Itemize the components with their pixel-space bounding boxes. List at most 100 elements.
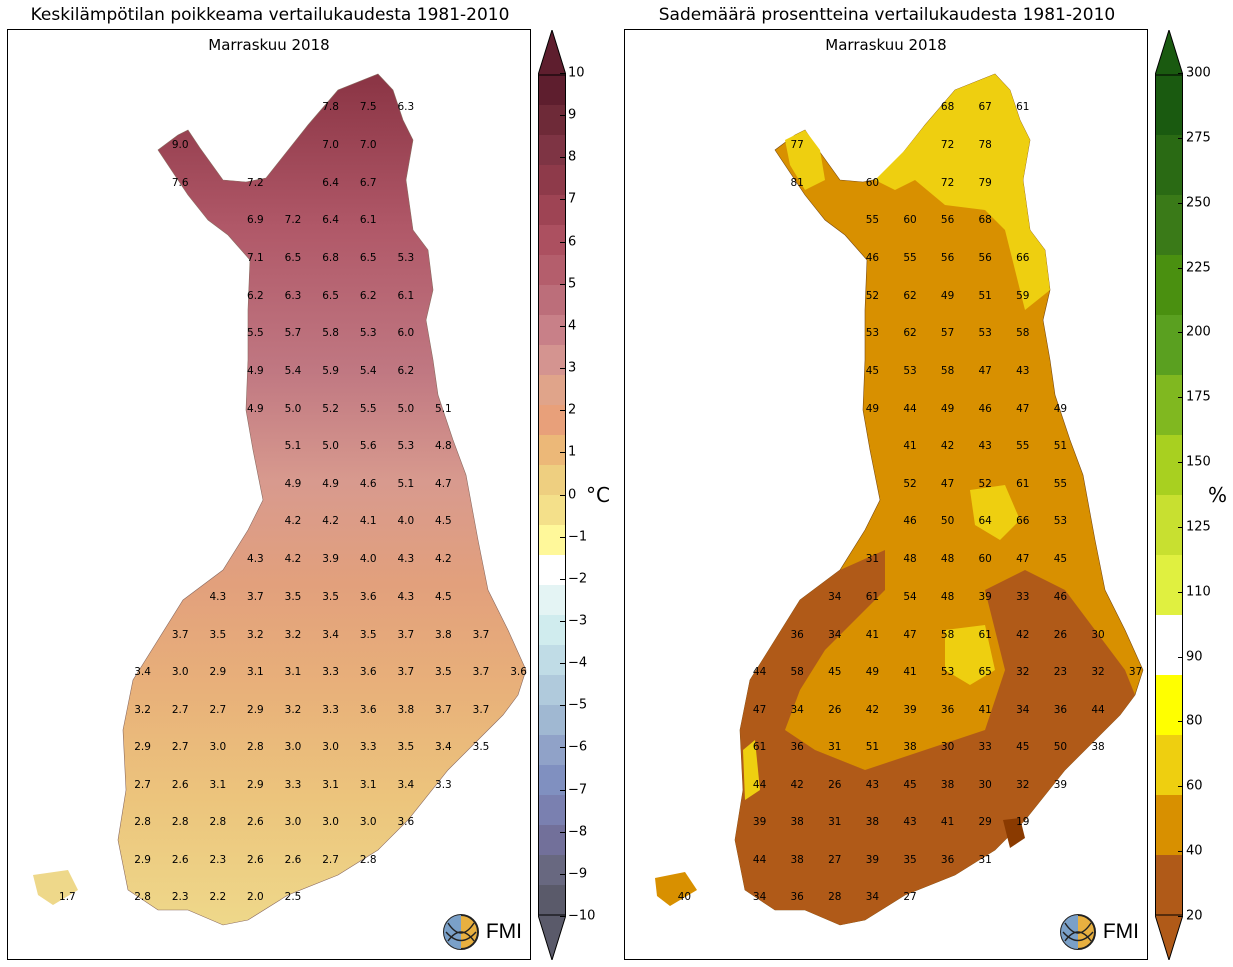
finland-shape-temp	[117, 73, 527, 926]
station-value: 3.0	[171, 666, 189, 678]
colorbar-tick-label: 200	[1186, 324, 1211, 340]
colorbar-tick-label: 150	[1186, 454, 1211, 470]
station-value: 45	[1016, 741, 1030, 753]
northwest-gold-region	[785, 130, 825, 190]
station-value: 39	[903, 704, 917, 716]
station-value: 3.6	[359, 591, 377, 603]
station-value: 53	[865, 327, 880, 339]
station-value: 2.3	[209, 854, 227, 866]
station-value: 3.6	[510, 666, 527, 678]
station-value: 66	[1016, 252, 1030, 264]
station-value: 34	[752, 891, 767, 903]
station-value: 5.2	[322, 403, 339, 415]
station-value: 77	[790, 139, 804, 151]
station-value: 78	[978, 139, 992, 151]
station-value: 31	[828, 816, 842, 828]
station-value: 32	[1016, 666, 1030, 678]
station-value: 56	[940, 252, 955, 264]
station-value: 5.0	[322, 440, 339, 452]
station-value: 6.1	[359, 214, 377, 226]
station-value: 79	[978, 177, 992, 189]
station-value: 41	[940, 816, 955, 828]
station-value: 3.6	[359, 704, 377, 716]
colorbar-tick-label: −7	[568, 782, 588, 798]
temp-map-subtitle: Marraskuu 2018	[208, 36, 330, 54]
colorbar-tick-label: 10	[568, 65, 585, 81]
station-value: 3.6	[397, 816, 415, 828]
colorbar-tickmark	[560, 452, 565, 454]
station-value: 51	[978, 290, 992, 302]
station-value: 6.2	[247, 290, 264, 302]
station-value: 50	[940, 515, 955, 527]
station-value: 4.0	[359, 553, 377, 565]
station-value: 30	[940, 741, 955, 753]
station-value: 3.6	[359, 666, 377, 678]
colorbar-tick-label: 5	[568, 276, 577, 292]
colorbar-tick-label: −9	[568, 866, 588, 882]
colorbar-segment	[1155, 255, 1183, 316]
station-value: 5.8	[322, 327, 339, 339]
colorbar-tickmark	[560, 283, 565, 285]
station-value: 6.4	[322, 177, 339, 189]
station-value: 7.2	[247, 177, 264, 189]
station-value: 3.7	[435, 704, 452, 716]
station-value: 3.4	[397, 779, 415, 791]
colorbar-tickmark	[560, 368, 565, 370]
fmi-logo-precip: FMI	[1059, 913, 1139, 951]
station-value: 27	[903, 891, 917, 903]
station-value: 29	[978, 816, 992, 828]
station-value: 61	[865, 591, 880, 603]
station-value: 55	[1053, 478, 1068, 490]
station-value: 36	[940, 854, 955, 866]
colorbar-segment	[538, 135, 566, 166]
station-value: 3.5	[472, 741, 490, 753]
center-south-orange-region	[835, 650, 965, 740]
station-value: 31	[828, 741, 842, 753]
colorbar-tick-label: 175	[1186, 389, 1211, 405]
colorbar-tickmark	[560, 494, 565, 496]
station-value: 49	[940, 403, 955, 415]
station-value: 7.0	[359, 139, 377, 151]
colorbar-segment	[538, 285, 566, 316]
station-value: 53	[903, 365, 917, 377]
station-value: 49	[1053, 403, 1068, 415]
colorbar-tick-label: 9	[568, 107, 577, 123]
station-value: 2.8	[209, 816, 227, 828]
station-value: 3.1	[247, 666, 264, 678]
colorbar-tickmark	[1178, 916, 1183, 917]
station-value: 6.2	[359, 290, 377, 302]
station-value: 3.5	[435, 666, 452, 678]
colorbar-tickmark	[560, 325, 565, 327]
station-value: 32	[1091, 666, 1105, 678]
station-value: 59	[1016, 290, 1030, 302]
station-value: 5.1	[435, 403, 452, 415]
station-value: 4.3	[397, 591, 415, 603]
station-value: 5.6	[359, 440, 377, 452]
colorbar-tickmark	[1178, 397, 1183, 399]
colorbar-segment	[538, 705, 566, 736]
station-value: 2.7	[134, 779, 151, 791]
station-value: 2.8	[134, 891, 151, 903]
station-value: 5.4	[359, 365, 377, 377]
station-value: 7.8	[322, 101, 339, 113]
station-value: 34	[790, 704, 804, 716]
station-value: 3.7	[472, 629, 490, 641]
station-value: 7.2	[284, 214, 302, 226]
station-value: 4.3	[397, 553, 415, 565]
colorbar-tick-label: −10	[568, 908, 596, 924]
station-value: 61	[1016, 101, 1030, 113]
central-gold-patch	[945, 625, 995, 685]
station-value: 2.9	[134, 854, 151, 866]
colorbar-segment	[1155, 495, 1183, 556]
station-value: 2.7	[322, 854, 339, 866]
station-value: 52	[978, 478, 992, 490]
station-value: 3.0	[359, 816, 377, 828]
colorbar-tick-label: 6	[568, 234, 577, 250]
station-value: 66	[1016, 515, 1030, 527]
station-value: 2.6	[247, 816, 264, 828]
station-value: 60	[903, 214, 917, 226]
station-value: 3.0	[322, 816, 339, 828]
station-value: 5.5	[247, 327, 264, 339]
station-value: 38	[903, 741, 917, 753]
southeast-dark-patch	[1003, 818, 1025, 848]
